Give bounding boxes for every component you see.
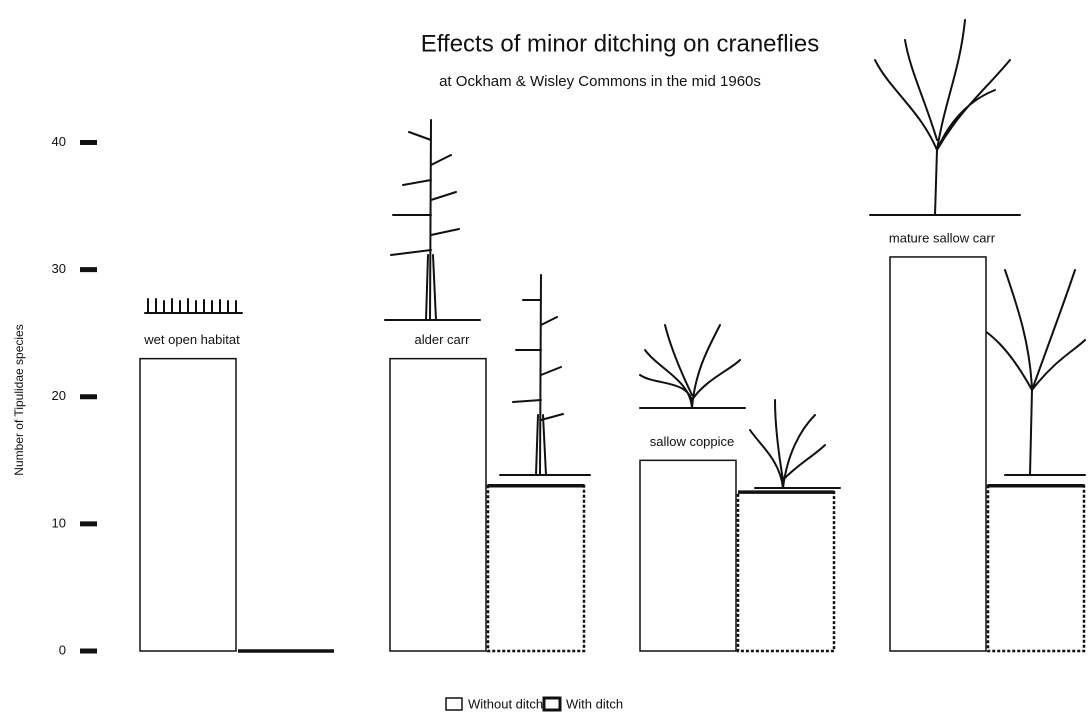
legend-label: With ditch [566, 696, 623, 711]
chart: Effects of minor ditching on craneflies … [0, 0, 1092, 718]
bar [488, 486, 584, 651]
bar [890, 257, 986, 651]
chart-title: Effects of minor ditching on craneflies [421, 30, 819, 57]
y-axis-label: Number of Tipulidae species [12, 324, 26, 475]
y-tick-label: 30 [52, 261, 66, 276]
y-tick-label: 10 [52, 515, 66, 530]
category-label: wet open habitat [143, 332, 240, 347]
category-label: sallow coppice [650, 434, 735, 449]
legend-swatch [544, 698, 560, 710]
legend-label: Without ditch [468, 696, 543, 711]
y-tick-label: 0 [59, 642, 66, 657]
category-label: mature sallow carr [889, 230, 996, 245]
bar [988, 486, 1084, 651]
y-tick-label: 40 [52, 134, 66, 149]
chart-subtitle: at Ockham & Wisley Commons in the mid 19… [439, 73, 761, 90]
category-label: alder carr [415, 332, 471, 347]
legend-swatch [446, 698, 462, 710]
bar [140, 359, 236, 651]
bar [640, 460, 736, 651]
bar [390, 359, 486, 651]
bar [738, 492, 834, 651]
y-tick-label: 20 [52, 388, 66, 403]
